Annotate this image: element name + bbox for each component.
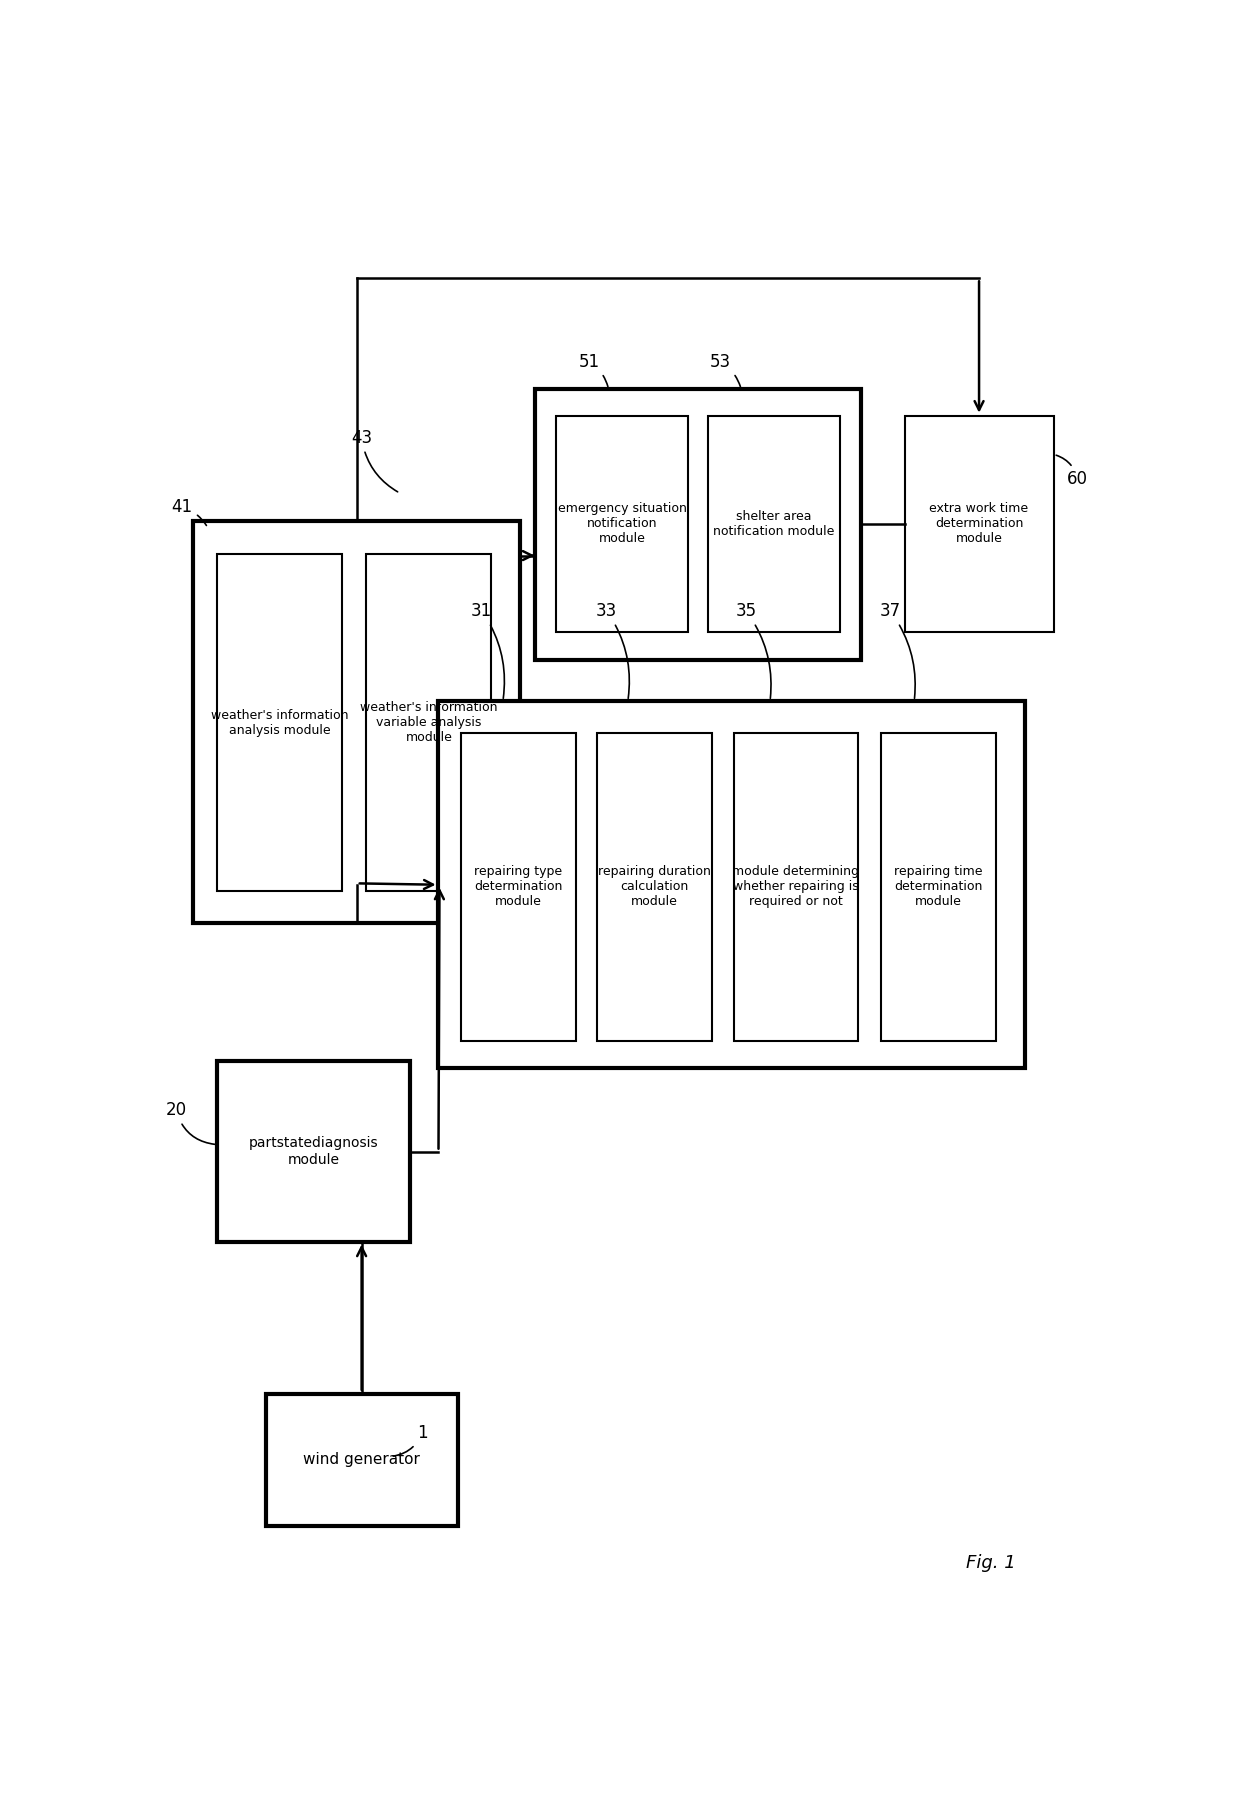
FancyBboxPatch shape <box>439 702 1024 1069</box>
Text: emergency situation
notification
module: emergency situation notification module <box>558 502 687 545</box>
Text: module determining
whether repairing is
required or not: module determining whether repairing is … <box>733 866 859 909</box>
FancyBboxPatch shape <box>265 1393 458 1526</box>
FancyBboxPatch shape <box>534 389 862 659</box>
Text: 20: 20 <box>166 1102 215 1145</box>
Text: wind generator: wind generator <box>303 1453 420 1467</box>
FancyBboxPatch shape <box>734 733 858 1040</box>
Text: repairing time
determination
module: repairing time determination module <box>894 866 982 909</box>
Text: shelter area
notification module: shelter area notification module <box>713 509 835 538</box>
Text: 37: 37 <box>879 601 915 698</box>
FancyBboxPatch shape <box>217 554 342 891</box>
FancyBboxPatch shape <box>367 554 491 891</box>
Text: 31: 31 <box>471 601 505 698</box>
Text: partstatediagnosis
module: partstatediagnosis module <box>249 1136 378 1166</box>
Text: 1: 1 <box>393 1424 428 1456</box>
FancyBboxPatch shape <box>880 733 996 1040</box>
FancyBboxPatch shape <box>596 733 713 1040</box>
Text: weather's information
variable analysis
module: weather's information variable analysis … <box>360 700 497 743</box>
FancyBboxPatch shape <box>708 416 841 632</box>
Text: 33: 33 <box>596 601 630 698</box>
Text: Fig. 1: Fig. 1 <box>966 1553 1016 1571</box>
FancyBboxPatch shape <box>905 416 1054 632</box>
Text: repairing duration
calculation
module: repairing duration calculation module <box>598 866 712 909</box>
Text: 41: 41 <box>171 499 206 526</box>
FancyBboxPatch shape <box>556 416 688 632</box>
FancyBboxPatch shape <box>217 1062 409 1242</box>
Text: 43: 43 <box>351 428 398 491</box>
Text: 35: 35 <box>735 601 771 698</box>
Text: 51: 51 <box>579 353 608 387</box>
Text: repairing type
determination
module: repairing type determination module <box>474 866 563 909</box>
FancyBboxPatch shape <box>193 520 521 923</box>
Text: 53: 53 <box>709 353 740 387</box>
Text: 60: 60 <box>1056 455 1087 488</box>
Text: weather's information
analysis module: weather's information analysis module <box>211 709 348 736</box>
FancyBboxPatch shape <box>460 733 575 1040</box>
Text: extra work time
determination
module: extra work time determination module <box>930 502 1029 545</box>
